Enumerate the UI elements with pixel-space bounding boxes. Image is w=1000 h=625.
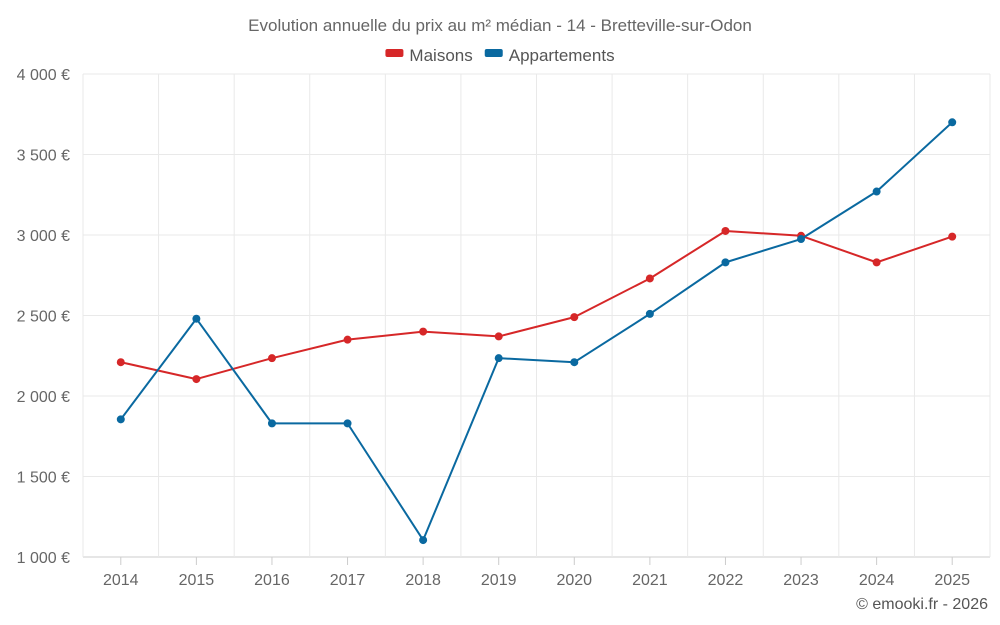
chart-title: Evolution annuelle du prix au m² médian … [248, 16, 752, 35]
data-point-appartements[interactable] [721, 258, 730, 267]
data-point-maisons[interactable] [570, 313, 579, 322]
legend-item-appartements[interactable]: Appartements [484, 46, 615, 65]
data-point-appartements[interactable] [116, 415, 125, 424]
data-point-maisons[interactable] [116, 358, 125, 367]
data-point-maisons[interactable] [645, 274, 654, 283]
data-point-appartements[interactable] [192, 314, 201, 323]
data-point-maisons[interactable] [192, 375, 201, 384]
data-point-maisons[interactable] [494, 332, 503, 341]
data-point-appartements[interactable] [570, 358, 579, 367]
x-tick-label: 2022 [708, 572, 744, 589]
x-axis: 2014 2015 2016 2017 2018 2019 2020 2021 2022 2023… [103, 557, 970, 589]
x-tick-label: 2017 [330, 572, 366, 589]
data-point-appartements[interactable] [645, 309, 654, 318]
data-point-maisons[interactable] [948, 232, 957, 241]
x-tick-label: 2018 [405, 572, 441, 589]
y-tick-label: 4 000 € [17, 67, 70, 84]
data-point-maisons[interactable] [343, 335, 352, 344]
legend-swatch [385, 49, 404, 57]
data-point-maisons[interactable] [419, 327, 428, 336]
data-point-appartements[interactable] [872, 187, 881, 196]
series-layer [116, 118, 957, 545]
y-tick-label: 1 500 € [17, 470, 70, 487]
legend-label: Maisons [409, 46, 472, 65]
x-tick-label: 2019 [481, 572, 517, 589]
data-point-maisons[interactable] [721, 226, 730, 235]
x-tick-label: 2023 [783, 572, 819, 589]
credit-label: © emooki.fr - 2026 [856, 596, 988, 613]
legend[interactable]: Maisons Appartements [385, 46, 615, 65]
x-tick-label: 2014 [103, 572, 139, 589]
data-point-appartements[interactable] [343, 419, 352, 428]
y-tick-label: 3 000 € [17, 228, 70, 245]
x-tick-label: 2021 [632, 572, 668, 589]
data-point-appartements[interactable] [797, 235, 806, 244]
y-tick-label: 2 500 € [17, 309, 70, 326]
legend-swatch [484, 49, 503, 57]
y-tick-label: 1 000 € [17, 550, 70, 567]
gridlines [82, 73, 991, 558]
data-point-appartements[interactable] [494, 354, 503, 363]
x-tick-label: 2020 [556, 572, 592, 589]
y-tick-label: 2 000 € [17, 389, 70, 406]
y-tick-label: 3 500 € [17, 148, 70, 165]
data-point-maisons[interactable] [872, 258, 881, 267]
legend-label: Appartements [509, 46, 615, 65]
x-tick-label: 2025 [934, 572, 970, 589]
data-point-appartements[interactable] [419, 536, 428, 545]
series-line-appartements [119, 121, 953, 542]
y-axis: 1 000 € 1 500 € 2 000 € 2 500 € 3 000 € 3 500… [17, 67, 70, 567]
data-point-appartements[interactable] [267, 419, 276, 428]
data-point-maisons[interactable] [267, 354, 276, 363]
series-line-maisons [120, 229, 953, 381]
legend-item-maisons[interactable]: Maisons [385, 46, 473, 65]
x-tick-label: 2016 [254, 572, 290, 589]
x-tick-label: 2015 [179, 572, 215, 589]
x-tick-label: 2024 [859, 572, 895, 589]
data-point-appartements[interactable] [948, 118, 957, 127]
